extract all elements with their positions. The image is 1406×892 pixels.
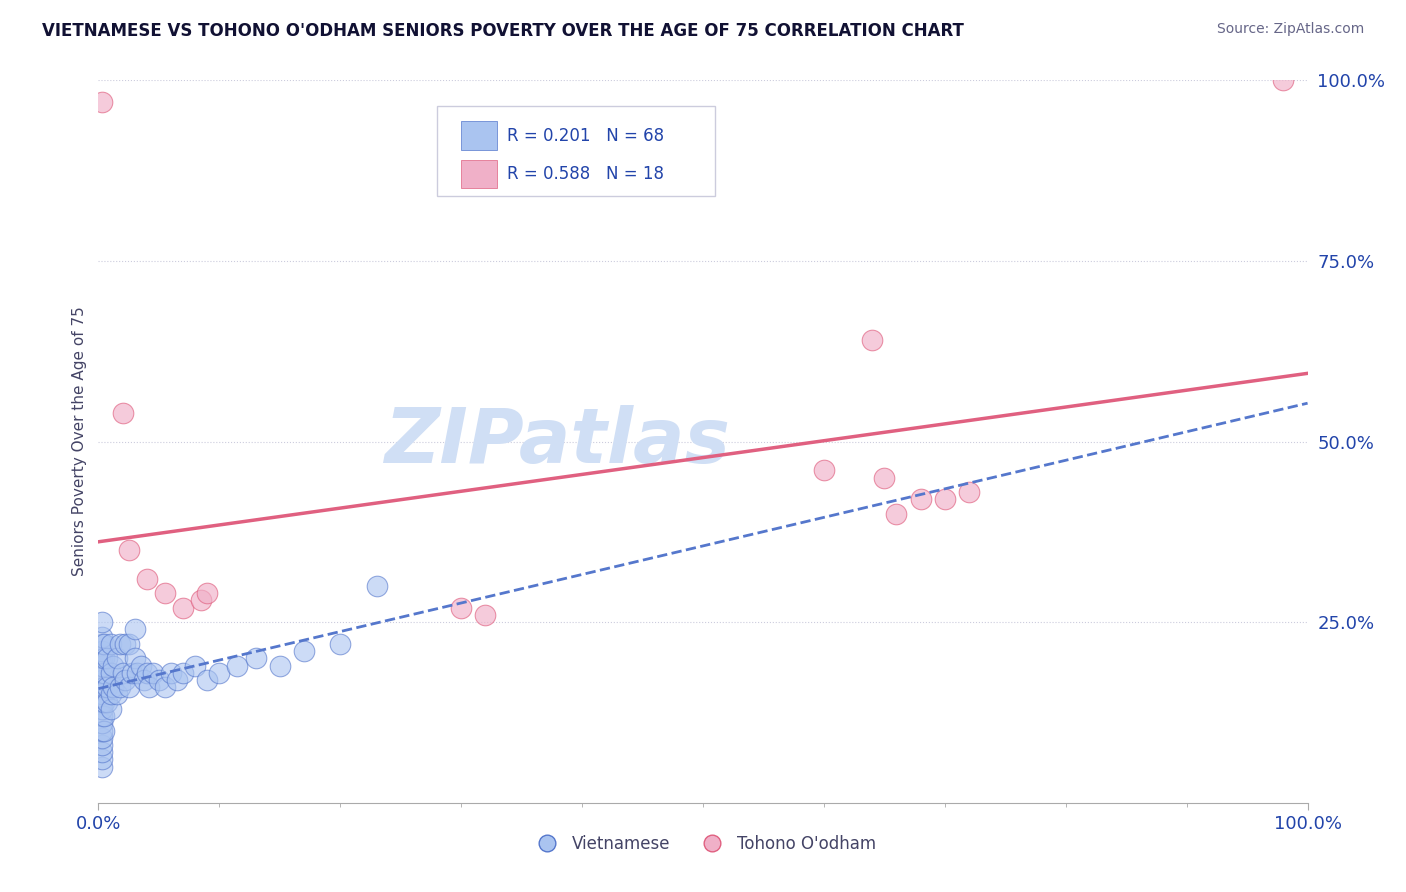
Point xyxy=(93,709,115,723)
Text: Source: ZipAtlas.com: Source: ZipAtlas.com xyxy=(1216,22,1364,37)
Text: R = 0.588   N = 18: R = 0.588 N = 18 xyxy=(508,165,664,183)
Point xyxy=(934,492,956,507)
Point xyxy=(195,586,218,600)
Point xyxy=(96,680,118,694)
Point xyxy=(100,637,122,651)
Point xyxy=(108,680,131,694)
Point xyxy=(114,637,136,651)
Point xyxy=(91,709,114,723)
Point xyxy=(91,630,114,644)
Point xyxy=(450,600,472,615)
Point xyxy=(91,731,114,745)
Point xyxy=(329,637,352,651)
Point xyxy=(134,673,156,687)
Bar xyxy=(461,160,498,188)
Point xyxy=(91,680,114,694)
Point xyxy=(91,687,114,701)
Point xyxy=(91,644,114,658)
Point xyxy=(114,673,136,687)
Point xyxy=(910,492,932,507)
Point xyxy=(226,658,249,673)
Point xyxy=(91,673,114,687)
Point xyxy=(93,665,115,680)
Point xyxy=(118,542,141,557)
Text: ZIPatlas: ZIPatlas xyxy=(385,405,731,478)
Bar xyxy=(461,121,498,150)
Point xyxy=(93,695,115,709)
Point xyxy=(813,463,835,477)
Point xyxy=(957,485,980,500)
Point xyxy=(166,673,188,687)
Point xyxy=(93,723,115,738)
Point xyxy=(91,760,114,774)
Point xyxy=(124,623,146,637)
Point xyxy=(121,665,143,680)
Point xyxy=(118,637,141,651)
Point xyxy=(93,637,115,651)
Point xyxy=(111,406,134,420)
Point xyxy=(153,586,176,600)
Point xyxy=(195,673,218,687)
Point xyxy=(93,680,115,694)
Legend: Vietnamese, Tohono O'odham: Vietnamese, Tohono O'odham xyxy=(523,828,883,860)
Point xyxy=(91,695,114,709)
Point xyxy=(184,658,207,673)
Point xyxy=(105,651,128,665)
Point xyxy=(91,716,114,731)
Point xyxy=(135,665,157,680)
Point xyxy=(111,665,134,680)
Point xyxy=(474,607,496,622)
Point xyxy=(873,470,896,484)
Point xyxy=(860,334,883,348)
Y-axis label: Seniors Poverty Over the Age of 75: Seniors Poverty Over the Age of 75 xyxy=(72,307,87,576)
Point xyxy=(91,615,114,630)
Point xyxy=(91,95,114,109)
Point xyxy=(366,579,388,593)
Point xyxy=(91,723,114,738)
Point xyxy=(135,572,157,586)
Point xyxy=(127,665,149,680)
Point xyxy=(105,687,128,701)
Text: VIETNAMESE VS TOHONO O'ODHAM SENIORS POVERTY OVER THE AGE OF 75 CORRELATION CHAR: VIETNAMESE VS TOHONO O'ODHAM SENIORS POV… xyxy=(42,22,965,40)
Point xyxy=(208,665,231,680)
Point xyxy=(91,702,114,716)
Point xyxy=(269,658,291,673)
Point xyxy=(118,680,141,694)
Point xyxy=(124,651,146,665)
Point xyxy=(292,644,315,658)
Point xyxy=(91,651,114,665)
Point xyxy=(138,680,160,694)
Point xyxy=(148,673,170,687)
Point xyxy=(101,658,124,673)
Point xyxy=(160,665,183,680)
Text: R = 0.201   N = 68: R = 0.201 N = 68 xyxy=(508,127,664,145)
Point xyxy=(91,665,114,680)
FancyBboxPatch shape xyxy=(437,105,716,196)
Point xyxy=(91,658,114,673)
Point xyxy=(100,665,122,680)
Point xyxy=(172,600,194,615)
Point xyxy=(96,695,118,709)
Point xyxy=(129,658,152,673)
Point xyxy=(93,651,115,665)
Point xyxy=(1272,73,1295,87)
Point xyxy=(190,593,212,607)
Point xyxy=(100,702,122,716)
Point xyxy=(886,507,908,521)
Point xyxy=(142,665,165,680)
Point xyxy=(101,680,124,694)
Point xyxy=(172,665,194,680)
Point xyxy=(91,745,114,759)
Point xyxy=(91,637,114,651)
Point xyxy=(108,637,131,651)
Point xyxy=(96,651,118,665)
Point xyxy=(153,680,176,694)
Point xyxy=(91,752,114,766)
Point xyxy=(91,738,114,752)
Point xyxy=(245,651,267,665)
Point xyxy=(100,687,122,701)
